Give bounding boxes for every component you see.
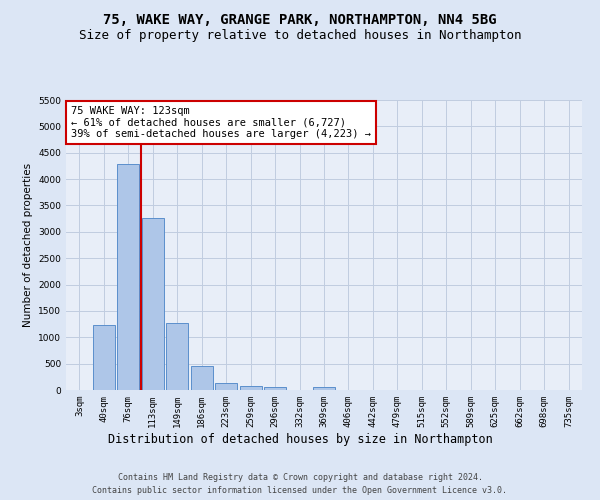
Bar: [118, 164, 139, 390]
Text: 75, WAKE WAY, GRANGE PARK, NORTHAMPTON, NN4 5BG: 75, WAKE WAY, GRANGE PARK, NORTHAMPTON, …: [103, 12, 497, 26]
Bar: [239, 386, 262, 390]
Text: 75 WAKE WAY: 123sqm
← 61% of detached houses are smaller (6,727)
39% of semi-det: 75 WAKE WAY: 123sqm ← 61% of detached ho…: [71, 106, 371, 139]
Y-axis label: Number of detached properties: Number of detached properties: [23, 163, 32, 327]
Bar: [191, 366, 213, 390]
Bar: [93, 325, 115, 390]
Bar: [166, 323, 188, 390]
Text: Distribution of detached houses by size in Northampton: Distribution of detached houses by size …: [107, 432, 493, 446]
Text: Size of property relative to detached houses in Northampton: Size of property relative to detached ho…: [79, 29, 521, 42]
Bar: [215, 383, 237, 390]
Bar: [142, 218, 164, 390]
Bar: [264, 387, 286, 390]
Text: Contains HM Land Registry data © Crown copyright and database right 2024.: Contains HM Land Registry data © Crown c…: [118, 472, 482, 482]
Text: Contains public sector information licensed under the Open Government Licence v3: Contains public sector information licen…: [92, 486, 508, 495]
Bar: [313, 387, 335, 390]
